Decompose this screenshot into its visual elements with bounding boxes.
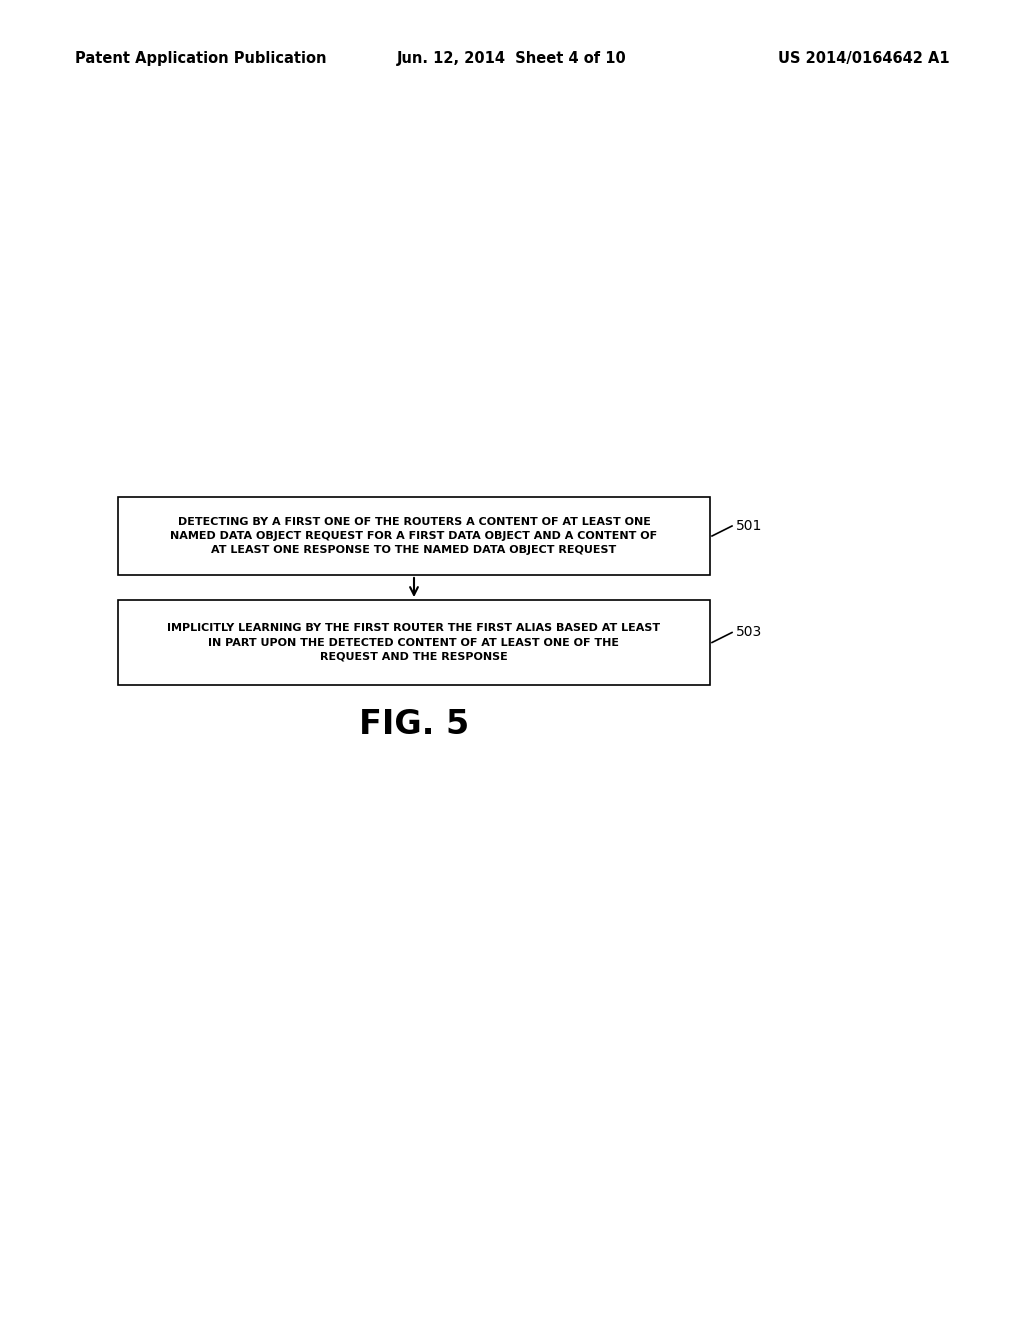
- Bar: [118, 498, 710, 576]
- Text: 503: 503: [736, 626, 762, 639]
- Bar: [118, 601, 710, 685]
- Text: Patent Application Publication: Patent Application Publication: [75, 50, 327, 66]
- Text: Jun. 12, 2014  Sheet 4 of 10: Jun. 12, 2014 Sheet 4 of 10: [397, 50, 627, 66]
- Text: 501: 501: [736, 519, 763, 533]
- Text: DETECTING BY A FIRST ONE OF THE ROUTERS A CONTENT OF AT LEAST ONE
NAMED DATA OBJ: DETECTING BY A FIRST ONE OF THE ROUTERS …: [170, 516, 657, 556]
- Text: US 2014/0164642 A1: US 2014/0164642 A1: [778, 50, 950, 66]
- Text: FIG. 5: FIG. 5: [358, 709, 469, 742]
- Text: IMPLICITLY LEARNING BY THE FIRST ROUTER THE FIRST ALIAS BASED AT LEAST
IN PART U: IMPLICITLY LEARNING BY THE FIRST ROUTER …: [168, 623, 660, 661]
